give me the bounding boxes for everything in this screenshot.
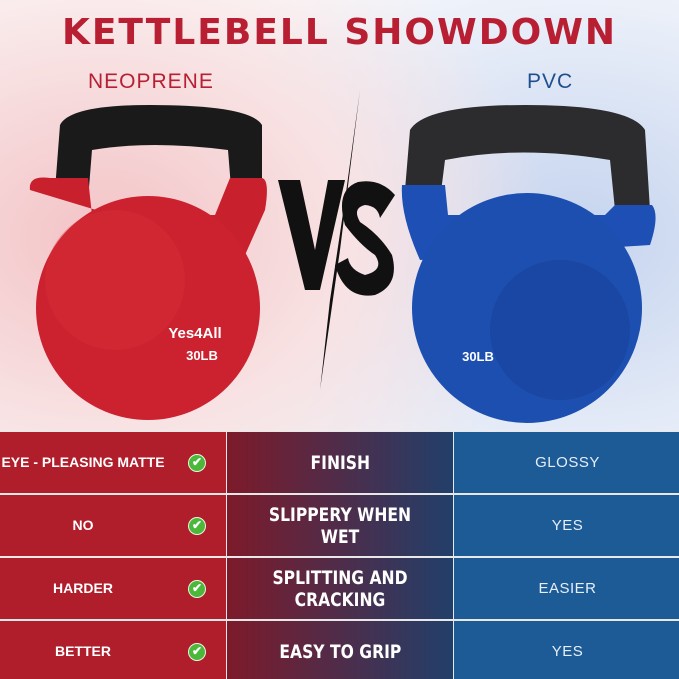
page-title: KETTLEBELL SHOWDOWN <box>61 12 618 53</box>
check-circle-icon: ✔ <box>188 516 206 535</box>
neoprene-kettlebell: Yes4All 30LB <box>29 105 267 420</box>
pvc-cell: YES <box>454 621 679 679</box>
feature-label: SPLITTING AND CRACKING <box>272 566 408 611</box>
check-circle-icon: ✔ <box>188 642 206 661</box>
neoprene-label: NEOPRENE <box>88 70 214 93</box>
neoprene-cell: NO ✔ <box>0 495 226 556</box>
pvc-value: YES <box>551 643 584 660</box>
kettlebell-illustration: Yes4All 30LB 30LB <box>29 90 656 423</box>
pvc-cell: GLOSSY <box>454 432 679 493</box>
neoprene-value: EYE - PLEASING MATTE <box>1 454 165 471</box>
feature-label: EASY TO GRIP <box>279 640 401 663</box>
neoprene-value: HARDER <box>53 580 113 597</box>
feature-cell: SLIPPERY WHEN WET <box>227 495 453 556</box>
pvc-weight-label: 30LB <box>462 349 494 364</box>
feature-label: FINISH <box>310 451 370 474</box>
check-circle-icon: ✔ <box>188 579 206 598</box>
pvc-cell: YES <box>454 495 679 556</box>
neoprene-weight-label: 30LB <box>186 348 218 363</box>
vs-graphic <box>278 90 395 390</box>
comparison-table: EYE - PLEASING MATTE ✔ FINISH GLOSSY NO ✔ S… <box>0 431 679 679</box>
neoprene-brand-logo: Yes4All <box>168 325 221 342</box>
neoprene-value: BETTER <box>55 643 111 660</box>
pvc-cell: EASIER <box>454 558 679 619</box>
feature-cell: FINISH <box>227 432 453 493</box>
neoprene-cell: HARDER ✔ <box>0 558 226 619</box>
pvc-kettlebell: 30LB <box>401 105 656 423</box>
pvc-value: YES <box>551 517 584 534</box>
neoprene-cell: BETTER ✔ <box>0 621 226 679</box>
feature-cell: SPLITTING AND CRACKING <box>227 558 453 619</box>
feature-label: SLIPPERY WHEN WET <box>268 503 412 548</box>
feature-cell: EASY TO GRIP <box>227 621 453 679</box>
pvc-value: EASIER <box>538 580 597 597</box>
check-circle-icon: ✔ <box>188 453 206 472</box>
neoprene-value: NO <box>72 517 94 534</box>
neoprene-cell: EYE - PLEASING MATTE ✔ <box>0 432 226 493</box>
pvc-value: GLOSSY <box>535 454 600 471</box>
pvc-label: PVC <box>527 70 574 93</box>
